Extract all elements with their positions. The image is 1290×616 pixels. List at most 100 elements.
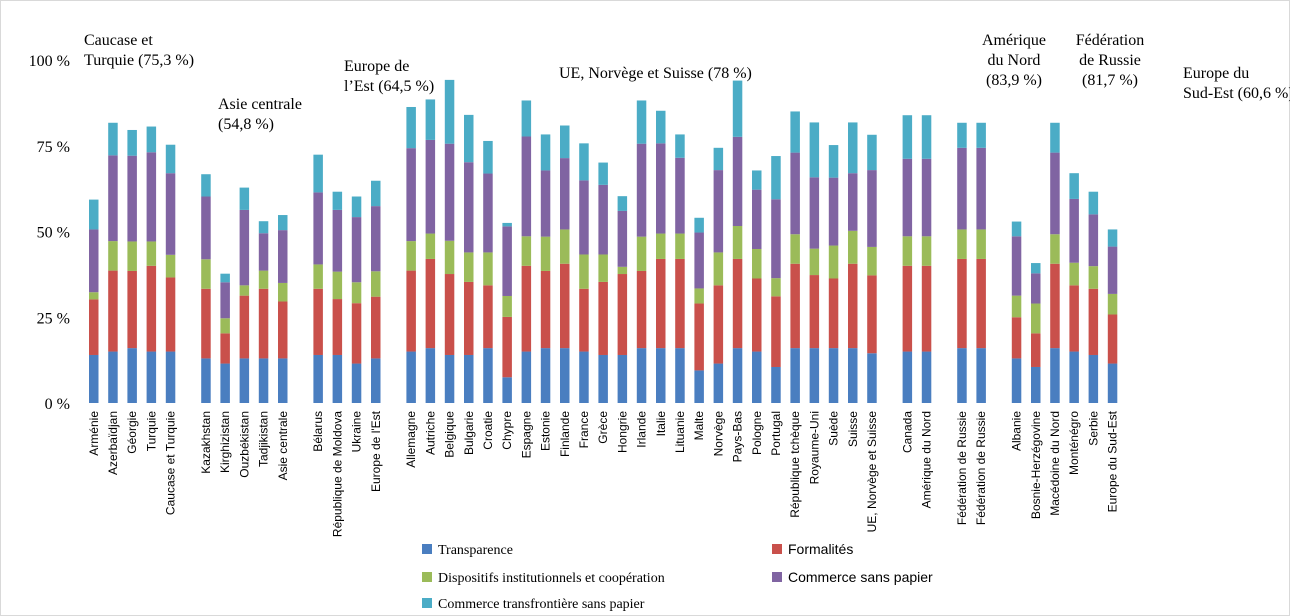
bar-segment <box>675 157 685 234</box>
bar-stack <box>771 156 781 403</box>
bar-segment <box>976 348 986 403</box>
bar-stack <box>579 143 589 403</box>
bar-segment <box>483 252 493 286</box>
bar-segment <box>771 296 781 367</box>
bar-segment <box>656 258 666 349</box>
bar-segment <box>521 136 532 237</box>
bar-segment <box>425 233 436 259</box>
bar-segment <box>976 122 986 148</box>
x-tick-label: Fédération de Russie <box>955 411 969 525</box>
bar-segment <box>1050 348 1060 403</box>
bar-segment <box>425 258 436 349</box>
bar-segment <box>1050 234 1060 264</box>
x-tick-label: Azerbaïdjan <box>106 411 120 475</box>
bar-segment <box>220 363 230 403</box>
bar-segment <box>1031 333 1041 367</box>
bar-segment <box>694 232 704 289</box>
bar-segment <box>867 275 877 354</box>
bar-segment <box>1011 295 1022 318</box>
bar-segment <box>809 248 820 276</box>
bar-stack <box>464 114 474 403</box>
bar-segment <box>1050 122 1060 153</box>
x-tick-label: Albanie <box>1010 411 1024 451</box>
bar-stack <box>617 196 628 403</box>
bar-segment <box>957 258 967 349</box>
bar-segment <box>1088 288 1099 355</box>
group-labels: Caucase et Turquie (75,3 %) Asie centrale(… <box>84 32 1290 133</box>
x-tick-label: Autriche <box>423 411 437 455</box>
x-tick-label: Italie <box>654 411 668 437</box>
bar-stack <box>636 100 647 403</box>
bar-segment <box>483 140 493 174</box>
bar-segment <box>694 217 704 233</box>
bar-segment <box>809 348 820 403</box>
bar-segment <box>976 258 986 349</box>
bar-segment <box>258 288 269 359</box>
x-tick-label: Estonie <box>539 411 553 451</box>
legend-label: Transparence <box>438 543 513 558</box>
x-tick-label: Suisse <box>846 411 860 447</box>
bar-segment <box>921 158 932 237</box>
bar-segment <box>790 111 800 153</box>
x-axis-labels: Arménie Azerbaïdjan Géorgie Turquie Caucase … <box>87 410 1120 537</box>
y-tick-label: 25 % <box>37 310 70 327</box>
bar-segment <box>239 295 250 359</box>
bar-segment <box>146 152 157 242</box>
bar-segment <box>502 316 512 378</box>
bar-segment <box>732 80 743 137</box>
bar-segment <box>351 282 362 304</box>
x-tick-label: Bélarus <box>311 411 325 452</box>
bar-segment <box>406 351 416 403</box>
bar-segment <box>165 254 176 278</box>
x-tick-label: Monténégro <box>1067 411 1081 475</box>
bar-segment <box>675 233 685 259</box>
bar-segment <box>848 230 858 264</box>
bar-segment <box>146 126 157 153</box>
bar-stack <box>1107 229 1118 403</box>
bar-segment <box>165 173 176 255</box>
group-label: Amérique du Nord (83,9 %) <box>982 32 1046 89</box>
bar-segment <box>332 191 343 210</box>
bar-stack <box>732 80 743 403</box>
bar-segment <box>502 295 512 317</box>
bar-segment <box>902 115 913 159</box>
x-tick-label: Hongrie <box>615 411 629 453</box>
bar-segment <box>713 252 724 286</box>
bar-segment <box>108 241 118 271</box>
bar-segment <box>790 152 800 235</box>
bar-segment <box>89 199 99 230</box>
bar-segment <box>521 236 532 266</box>
bar-segment <box>828 145 839 178</box>
y-axis: 0 % 25 % 50 % 75 % 100 % <box>29 53 70 413</box>
legend-item: Transparence <box>422 543 513 558</box>
bar-segment <box>598 254 608 282</box>
bar-segment <box>957 348 967 403</box>
x-tick-label: République tchèque <box>788 411 802 518</box>
bar-segment <box>406 241 416 271</box>
legend-item: Commerce transfrontière sans papier <box>422 597 645 612</box>
bar-segment <box>165 277 176 352</box>
bar-segment <box>867 246 877 276</box>
bar-stack <box>656 110 666 403</box>
bar-segment <box>313 354 323 403</box>
bar-segment <box>809 177 820 249</box>
bar-segment <box>957 147 967 230</box>
bar-segment <box>636 236 647 271</box>
bar-segment <box>579 288 589 352</box>
bar-segment <box>828 348 839 403</box>
bar-segment <box>636 143 647 237</box>
bar-segment <box>540 134 551 171</box>
bar-segment <box>1107 363 1118 403</box>
bar-segment <box>540 348 551 403</box>
bar-segment <box>560 263 570 349</box>
bar-segment <box>1050 263 1060 349</box>
x-tick-label: Royaume-Uni <box>807 411 821 484</box>
bar-segment <box>201 174 211 197</box>
bar-segment <box>902 158 913 237</box>
bar-segment <box>332 354 343 403</box>
bar-segment <box>483 173 493 253</box>
bar-segment <box>165 351 176 403</box>
bar-segment <box>239 285 250 296</box>
x-tick-label: Espagne <box>519 411 533 459</box>
